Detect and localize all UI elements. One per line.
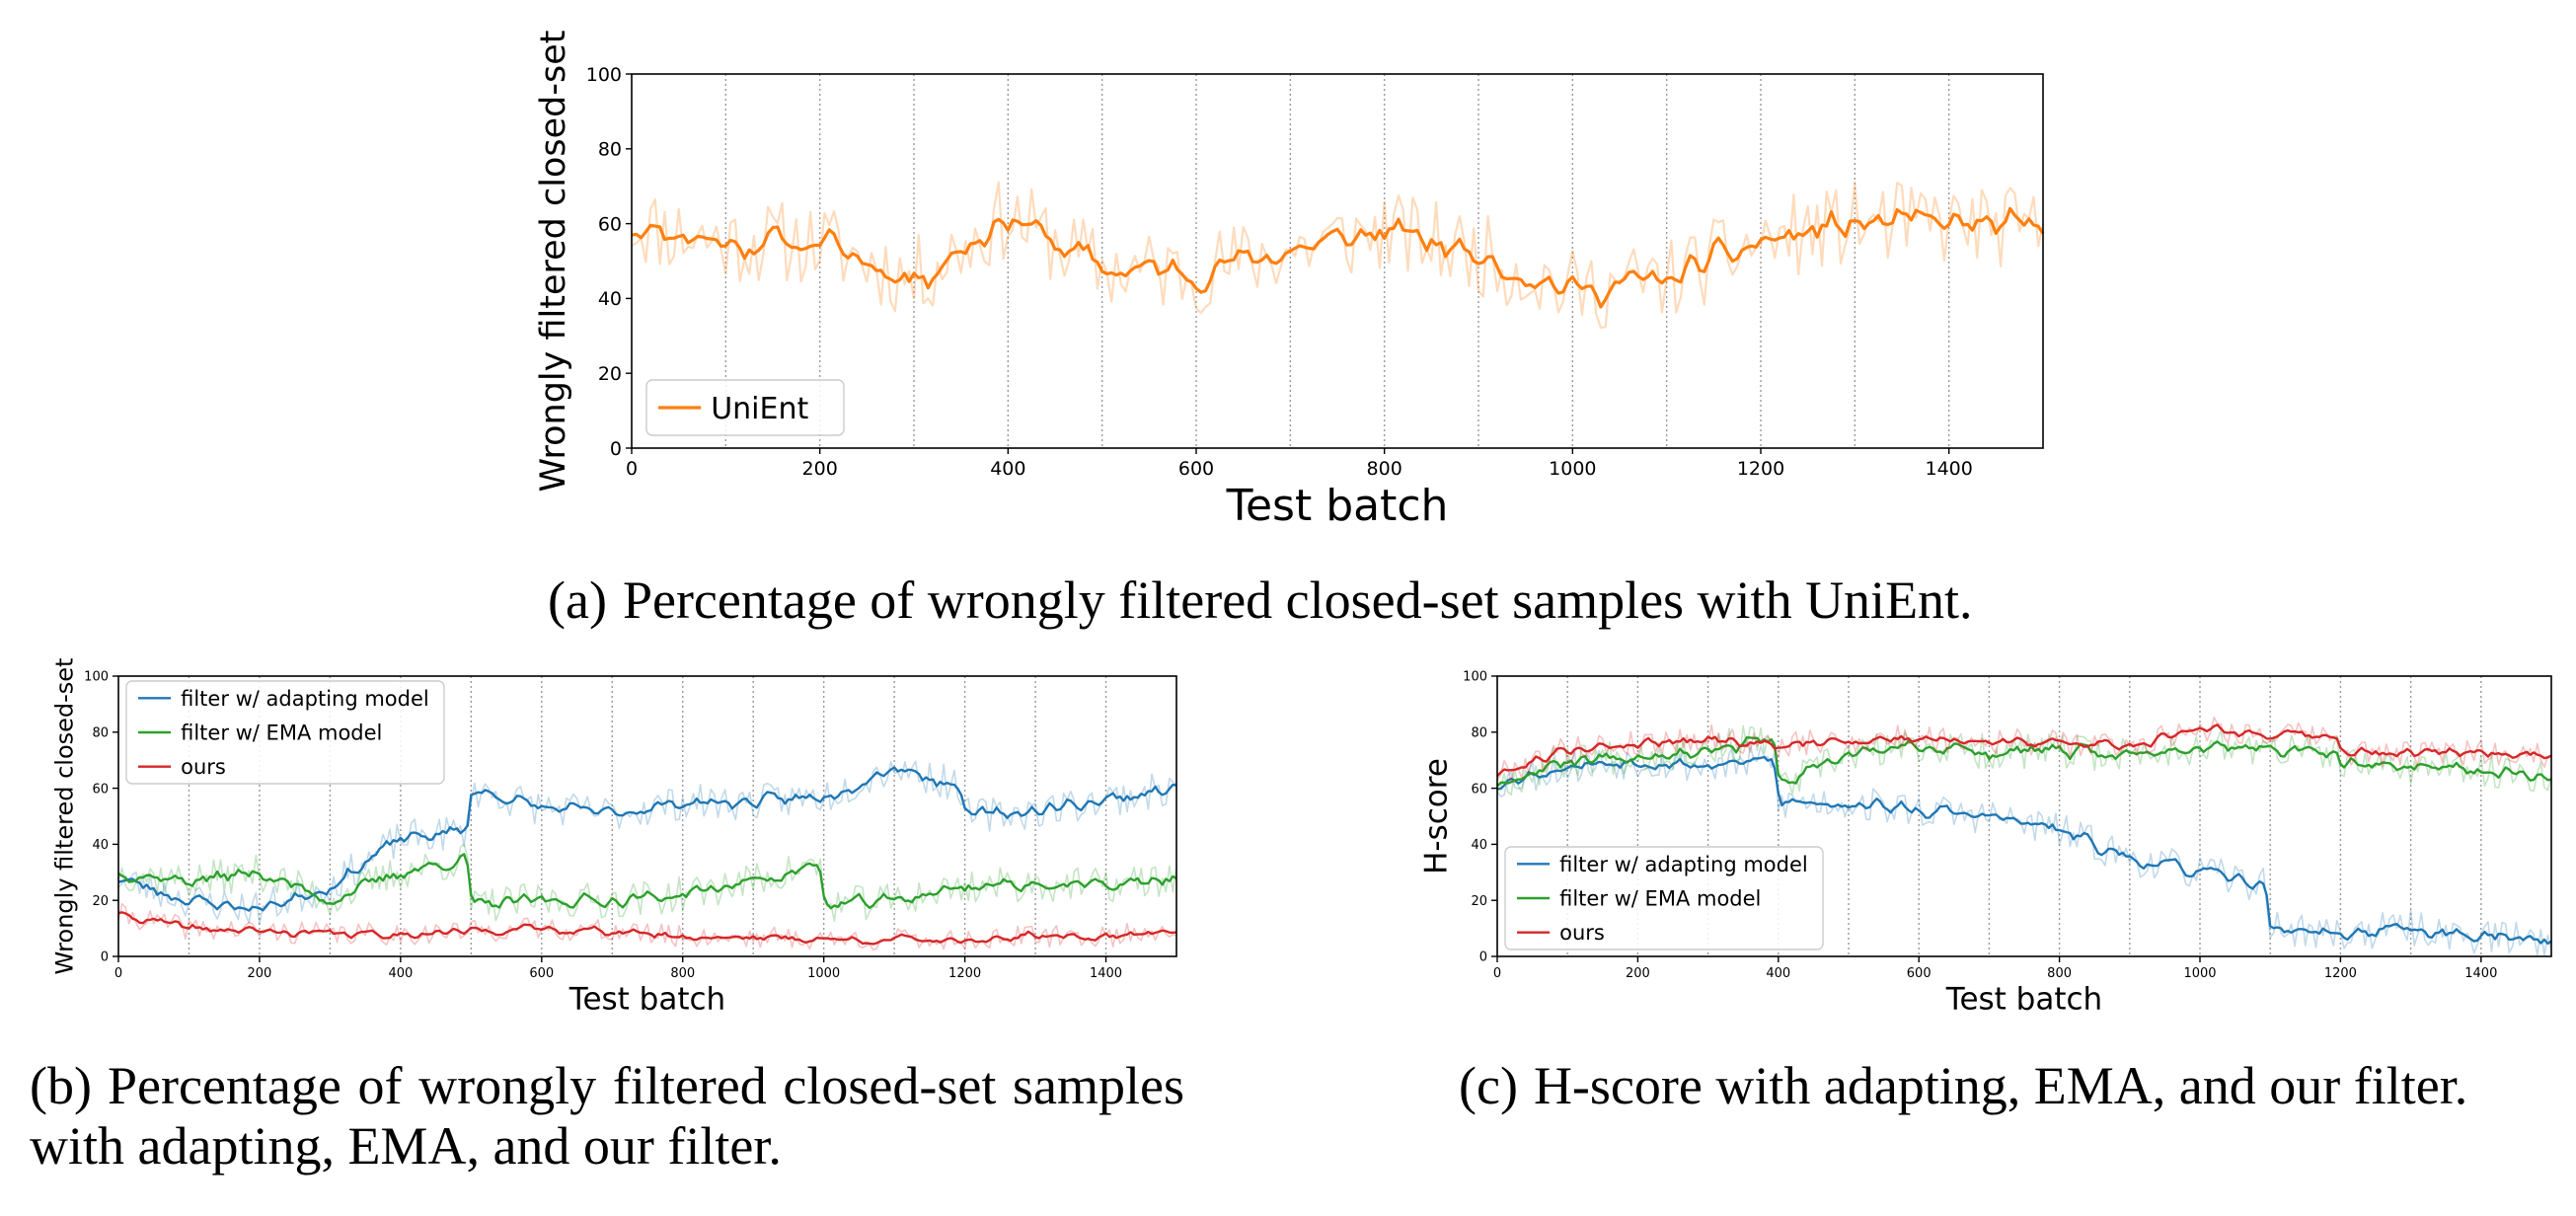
y-tick-label: 20	[92, 894, 109, 909]
x-tick-label: 1400	[1090, 966, 1122, 981]
y-tick-label: 0	[1479, 950, 1487, 965]
x-tick-label: 800	[670, 966, 695, 981]
x-tick-label: 600	[1178, 458, 1214, 480]
chart-c: 0 200 400 600 800 1000 1200 1400 0 20 40 60 80 100 Tes…	[1418, 670, 2552, 1018]
x-tick-label: 800	[2047, 966, 2072, 981]
x-tick-label: 1000	[2183, 966, 2216, 981]
legend: filter w/ adapting model filter w/ EMA mo…	[1504, 846, 1824, 950]
legend-box	[645, 379, 845, 436]
legend-label: ours	[1559, 921, 1605, 945]
x-tick-label: 1400	[2464, 966, 2497, 981]
caption-a: (a) Percentage of wrongly filtered closed…	[548, 570, 1973, 631]
y-axis-label: H-score	[1418, 758, 1454, 874]
y-tick-label: 80	[598, 139, 622, 161]
legend: filter w/ adapting model filter w/ EMA mo…	[125, 680, 445, 785]
caption-a-tag: (a)	[548, 570, 607, 630]
series-line-c-2	[1496, 723, 2552, 778]
series-raw-b-1	[117, 843, 1177, 922]
x-tick-label: 1200	[1737, 458, 1784, 480]
caption-b: (b) Percentage of wrongly filtered closed…	[30, 1056, 1184, 1177]
x-axis-label: Test batch	[1226, 481, 1449, 531]
series-line-b-2	[117, 911, 1177, 946]
y-axis-label: Wrongly filtered closed-set	[534, 30, 573, 492]
series-line-c-1	[1496, 736, 2552, 788]
chart-b: 0 200 400 600 800 1000 1200 1400 0 20 40 60 80 100 Tes…	[50, 658, 1177, 1018]
x-tick-label: 400	[1766, 966, 1790, 981]
x-axis-label: Test batch	[1945, 982, 2102, 1018]
y-tick-label: 40	[92, 838, 109, 853]
legend-label: filter w/ adapting model	[181, 687, 429, 711]
x-tick-label: 0	[1493, 966, 1501, 981]
y-tick-label: 20	[598, 363, 622, 385]
y-tick-label: 100	[586, 64, 622, 86]
x-tick-label: 1400	[1925, 458, 1972, 480]
x-tick-label: 200	[1626, 966, 1650, 981]
legend-label: filter w/ EMA model	[181, 722, 382, 745]
x-tick-label: 200	[248, 966, 272, 981]
y-tick-label: 60	[1471, 782, 1487, 797]
caption-c: (c) H-score with adapting, EMA, and our f…	[1459, 1056, 2467, 1116]
x-tick-label: 600	[529, 966, 554, 981]
legend-label: UniEnt	[711, 392, 808, 426]
caption-c-tag: (c)	[1459, 1056, 1518, 1115]
y-tick-label: 0	[101, 950, 109, 965]
y-tick-label: 0	[610, 438, 622, 460]
chart-a: 0 200 400 600 800 1000 1200 1400 0 20 40 60 80 100 Tes…	[534, 30, 2045, 531]
x-tick-label: 400	[990, 458, 1025, 480]
caption-b-text: Percentage of wrongly filtered closed-se…	[30, 1056, 1184, 1176]
series-line-b-1	[117, 853, 1177, 910]
y-tick-label: 100	[84, 670, 109, 685]
caption-c-text: H-score with adapting, EMA, and our filt…	[1533, 1056, 2468, 1115]
x-tick-label: 0	[114, 966, 122, 981]
y-axis-label: Wrongly filtered closed-set	[50, 658, 78, 975]
x-tick-label: 1200	[948, 966, 981, 981]
x-tick-label: 400	[388, 966, 413, 981]
series-raw-b-2	[117, 903, 1177, 951]
x-tick-label: 0	[626, 458, 638, 480]
series-raw-c-0	[1496, 743, 2552, 956]
legend: UniEnt	[645, 379, 845, 436]
x-tick-label: 1200	[2324, 966, 2357, 981]
caption-b-tag: (b)	[30, 1056, 92, 1115]
legend-label: ours	[181, 755, 226, 779]
y-tick-label: 40	[1471, 838, 1487, 853]
x-tick-label: 1000	[807, 966, 840, 981]
y-tick-label: 80	[1471, 725, 1487, 740]
plot-frame	[117, 675, 1177, 957]
series-line-a-0	[631, 206, 2045, 309]
plot-frame	[1496, 675, 2552, 957]
x-tick-label: 200	[802, 458, 838, 480]
y-tick-label: 60	[598, 213, 622, 235]
legend-label: filter w/ EMA model	[1559, 887, 1761, 911]
y-tick-label: 40	[598, 288, 622, 310]
y-tick-label: 60	[92, 782, 109, 797]
series-raw-c-2	[1496, 716, 2552, 783]
legend-label: filter w/ adapting model	[1559, 853, 1808, 876]
x-tick-label: 800	[1367, 458, 1402, 480]
series-line-b-0	[117, 766, 1177, 912]
y-tick-label: 80	[92, 725, 109, 740]
series-raw-a-0	[631, 181, 2045, 330]
series-line-c-0	[1496, 755, 2552, 946]
plot-frame	[631, 73, 2044, 449]
y-tick-label: 100	[1463, 670, 1487, 685]
x-tick-label: 600	[1907, 966, 1932, 981]
series-raw-c-1	[1496, 724, 2552, 796]
y-tick-label: 20	[1471, 894, 1487, 909]
x-tick-label: 1000	[1549, 458, 1596, 480]
x-axis-label: Test batch	[568, 982, 725, 1018]
caption-a-text: Percentage of wrongly filtered closed-se…	[622, 570, 1973, 630]
legend-box	[125, 680, 445, 785]
legend-box	[1504, 846, 1824, 950]
